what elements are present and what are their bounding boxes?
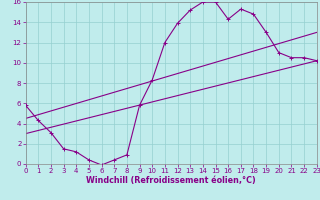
X-axis label: Windchill (Refroidissement éolien,°C): Windchill (Refroidissement éolien,°C) [86, 176, 256, 185]
